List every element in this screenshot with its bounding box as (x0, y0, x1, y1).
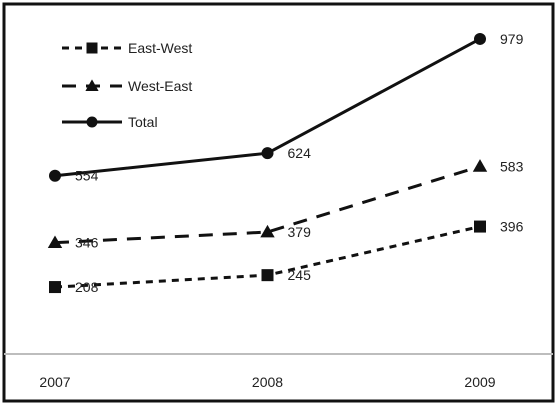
x-tick-label: 2008 (252, 374, 283, 390)
data-point (260, 224, 275, 238)
x-tick-labels: 2007 2008 2009 (39, 374, 495, 390)
data-label: 379 (288, 224, 312, 240)
data-point (261, 147, 274, 160)
x-tick-label: 2007 (39, 374, 70, 390)
data-label: 624 (288, 145, 312, 161)
data-point (474, 32, 486, 45)
series-layer: 208 245 396 346 379 583 554 624 979 (47, 31, 524, 295)
legend-item: Total (62, 114, 158, 130)
data-point (261, 269, 274, 282)
series-total: 554 624 979 (49, 31, 524, 184)
legend-marker (86, 42, 98, 54)
data-point (472, 159, 488, 172)
data-point (49, 281, 61, 294)
legend-label: Total (128, 114, 158, 130)
legend-label: East-West (128, 40, 192, 56)
data-label: 396 (500, 219, 524, 235)
legend-marker (86, 116, 98, 128)
data-point (49, 169, 61, 182)
legend-item: West-East (62, 78, 192, 94)
data-label: 346 (75, 235, 99, 251)
data-label: 208 (75, 279, 99, 295)
data-label: 583 (500, 158, 524, 174)
data-label: 554 (75, 168, 99, 184)
x-tick-label: 2009 (464, 374, 495, 390)
legend-item: East-West (62, 40, 192, 56)
legend-label: West-East (128, 78, 192, 94)
data-point (474, 220, 486, 233)
legend: East-West West-East Total (62, 40, 192, 130)
data-label: 979 (500, 31, 524, 47)
data-label: 245 (288, 267, 312, 283)
series-east-west: 208 245 396 (49, 219, 524, 295)
series-west-east: 346 379 583 (47, 158, 524, 251)
data-point (47, 235, 63, 249)
legend-marker (85, 79, 99, 91)
series-line (54, 164, 481, 245)
